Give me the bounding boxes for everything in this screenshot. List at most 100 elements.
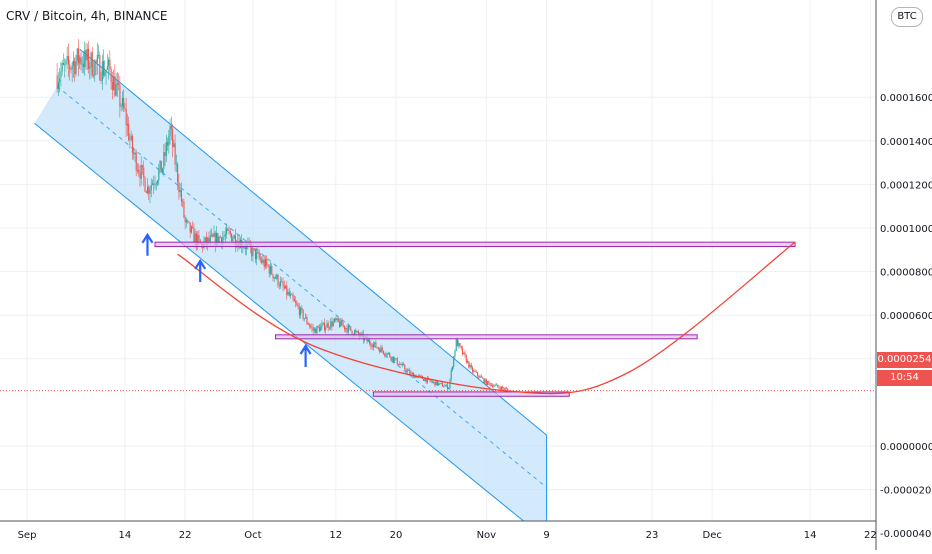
candle-body — [330, 321, 332, 328]
time-tick-label: 20 — [390, 530, 403, 541]
candle-body — [444, 385, 446, 387]
up-arrow-head — [141, 232, 154, 244]
candle-body — [57, 82, 59, 89]
candle-body — [292, 294, 294, 299]
candle-body — [497, 384, 499, 387]
candle-body — [391, 356, 393, 360]
candle-body — [252, 248, 254, 257]
up-arrow-head — [299, 343, 312, 355]
price-tick-label: 0.0001000 — [880, 224, 932, 235]
time-tick-label: Nov — [477, 530, 497, 541]
candle-body — [445, 384, 447, 386]
candle-body — [277, 275, 279, 286]
candle-body — [96, 55, 98, 63]
candle-body — [164, 152, 166, 156]
candle-body — [507, 388, 509, 391]
candle-body — [173, 143, 175, 147]
candle-body — [104, 72, 106, 76]
candle-body — [301, 307, 303, 310]
candle-body — [263, 259, 265, 267]
candle-body — [95, 60, 97, 63]
candle-body — [485, 379, 487, 385]
time-tick-label: 9 — [543, 530, 549, 541]
zone-rectangle-1 — [154, 241, 796, 248]
candle-body — [141, 165, 144, 168]
candle-body — [170, 126, 172, 130]
candle-body — [458, 343, 460, 347]
candle-body — [197, 235, 199, 246]
candle-body — [192, 226, 194, 228]
candle-body — [257, 252, 259, 253]
candle-body — [499, 387, 501, 390]
candle-body — [272, 274, 274, 279]
candle-body — [464, 352, 466, 356]
candle-body — [492, 384, 494, 387]
candle-body — [298, 307, 300, 316]
candle-body — [305, 317, 307, 319]
candle-body — [128, 123, 130, 140]
candle-body — [218, 236, 220, 243]
candle-body — [408, 370, 410, 371]
candle-body — [158, 169, 160, 181]
candle-body — [99, 54, 101, 81]
time-tick-label: 23 — [646, 530, 659, 541]
candle-body — [179, 189, 181, 193]
candle-body — [482, 377, 484, 379]
candle-body — [108, 59, 110, 67]
candle-body — [189, 222, 191, 233]
candle-body — [67, 56, 70, 65]
candle-body — [111, 82, 113, 91]
candle-body — [487, 381, 489, 385]
candle-body — [384, 353, 386, 356]
candle-body — [76, 48, 78, 61]
candle-body — [465, 355, 467, 363]
price-tick-label: 0.0001200 — [880, 180, 932, 191]
candle-body — [320, 326, 322, 332]
candle-body — [177, 164, 179, 183]
candle-body — [79, 57, 81, 64]
candle-body — [341, 320, 343, 326]
candle-body — [77, 48, 80, 64]
candle-body — [463, 352, 465, 355]
candle-body — [354, 331, 356, 336]
candle-body — [392, 356, 395, 362]
candle-body — [139, 172, 141, 179]
candle-body — [114, 76, 116, 96]
candle-body — [451, 366, 454, 371]
candle-body — [310, 326, 312, 327]
candle-body — [494, 384, 496, 386]
candle-body — [347, 325, 349, 333]
candle-body — [426, 378, 428, 383]
candle-body — [183, 201, 185, 217]
candle-body — [163, 152, 165, 169]
candle-body — [448, 388, 450, 389]
candle-body — [219, 236, 221, 238]
candle-body — [168, 136, 170, 146]
candle-body — [258, 252, 260, 258]
candle-body — [461, 348, 464, 355]
candle-body — [175, 164, 177, 166]
up-arrow-icon — [141, 232, 154, 256]
candle-body — [502, 386, 504, 389]
candle-body — [317, 326, 319, 328]
candle-body — [228, 230, 230, 232]
currency-badge[interactable]: BTC — [891, 7, 923, 27]
candle-body — [234, 235, 236, 246]
candle-body — [435, 381, 437, 386]
countdown-tag: 10:54 — [877, 370, 932, 386]
price-tick-label: -0.0000400 — [880, 529, 932, 540]
candle-body — [321, 324, 323, 327]
candle-body — [338, 321, 341, 327]
candle-body — [59, 78, 61, 83]
candle-body — [346, 328, 348, 333]
candle-body — [333, 318, 336, 322]
candle-body — [86, 49, 88, 61]
candle-body — [483, 378, 485, 383]
candle-body — [308, 324, 310, 327]
candle-body — [355, 331, 357, 333]
candle-body — [210, 234, 213, 236]
candle-body — [251, 247, 253, 257]
candle-body — [411, 372, 413, 374]
